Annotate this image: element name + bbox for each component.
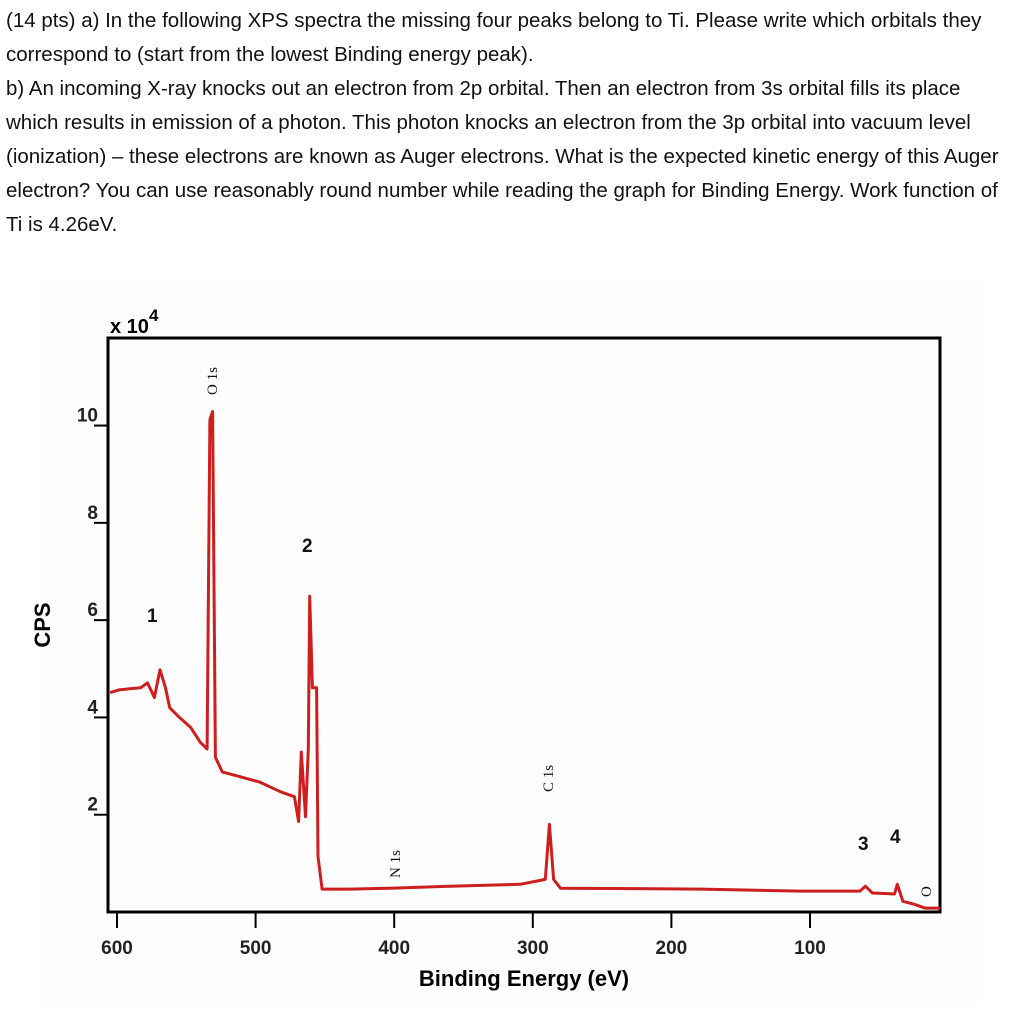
- y-axis-label: CPS: [30, 602, 55, 647]
- peak-label: 2: [302, 536, 313, 557]
- multiplier-exponent: 4: [149, 306, 159, 325]
- multiplier-base: x 10: [110, 316, 149, 338]
- y-tick-label: 8: [87, 503, 98, 524]
- x-axis-label: Binding Energy (eV): [419, 966, 629, 991]
- x-tick-label: 300: [517, 938, 549, 959]
- x-tick-label: 200: [656, 938, 688, 959]
- x-tick-label: 400: [378, 938, 410, 959]
- x-tick-label: 600: [101, 938, 133, 959]
- spectrum-line: [109, 410, 941, 910]
- x-tick-label: 100: [794, 938, 826, 959]
- peak-label: 1: [147, 606, 158, 627]
- annotation: C 1s: [541, 765, 557, 792]
- chart-bg: [40, 280, 980, 1005]
- y-tick-label: 2: [87, 795, 98, 816]
- question-part-a: (14 pts) a) In the following XPS spectra…: [6, 9, 982, 66]
- peak-label: 3: [858, 834, 869, 855]
- question-part-b: b) An incoming X-ray knocks out an elect…: [6, 77, 999, 236]
- y-tick-label: 6: [87, 600, 98, 621]
- y-tick-label: 4: [87, 697, 98, 718]
- y-tick-label: 10: [77, 406, 98, 427]
- annotation: O 1s: [205, 367, 221, 395]
- annotation: N 1s: [388, 850, 404, 878]
- annotation: O: [919, 886, 935, 897]
- x-tick-label: 500: [240, 938, 272, 959]
- y-multiplier: x 104: [110, 306, 159, 338]
- plot-frame: [106, 336, 942, 914]
- marks: 600 500 400 300 200 100 2 4 6 8 10: [77, 406, 941, 959]
- peak-label: 4: [890, 827, 901, 848]
- question: (14 pts) a) In the following XPS spectra…: [6, 4, 1018, 242]
